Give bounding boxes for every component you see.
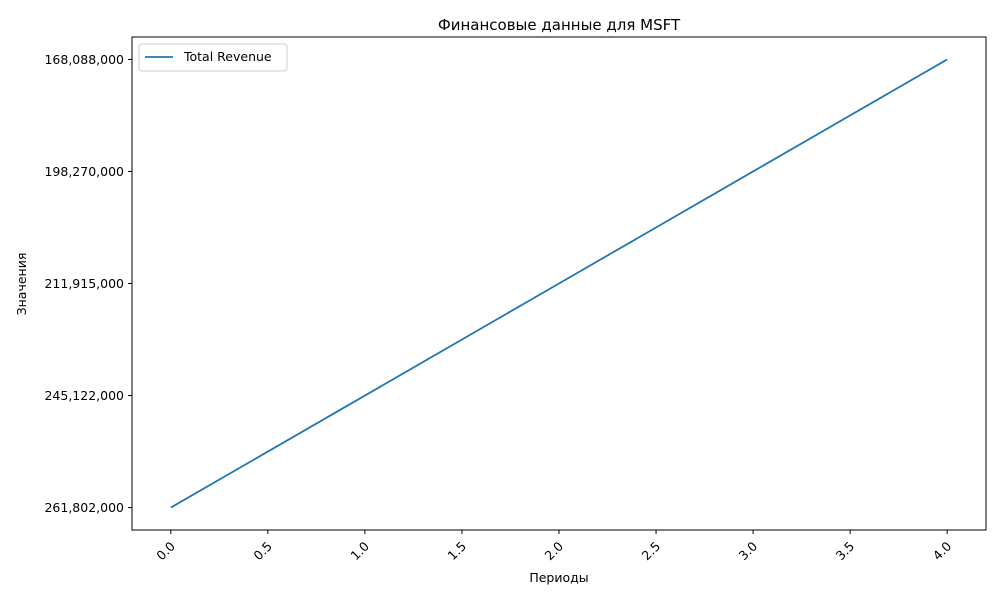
y-tick-label: 245,122,000: [44, 388, 124, 403]
y-tick-label: 168,088,000: [44, 52, 124, 67]
legend: Total Revenue: [138, 43, 288, 72]
x-axis-label: Периоды: [529, 570, 588, 585]
y-axis-label: Значения: [14, 253, 29, 316]
series-layer: [170, 58, 948, 509]
y-tick-label: 211,915,000: [44, 276, 124, 291]
series-line-total-revenue: [170, 58, 948, 509]
chart-title: Финансовые данные для MSFT: [438, 16, 681, 34]
y-axis: 261,802,000 245,122,000 211,915,000 198,270…: [44, 52, 132, 515]
y-tick-label: 261,802,000: [44, 500, 124, 515]
legend-label-total-revenue: Total Revenue: [183, 49, 272, 64]
legend-box: [138, 43, 288, 72]
y-tick-label: 198,270,000: [44, 164, 124, 179]
